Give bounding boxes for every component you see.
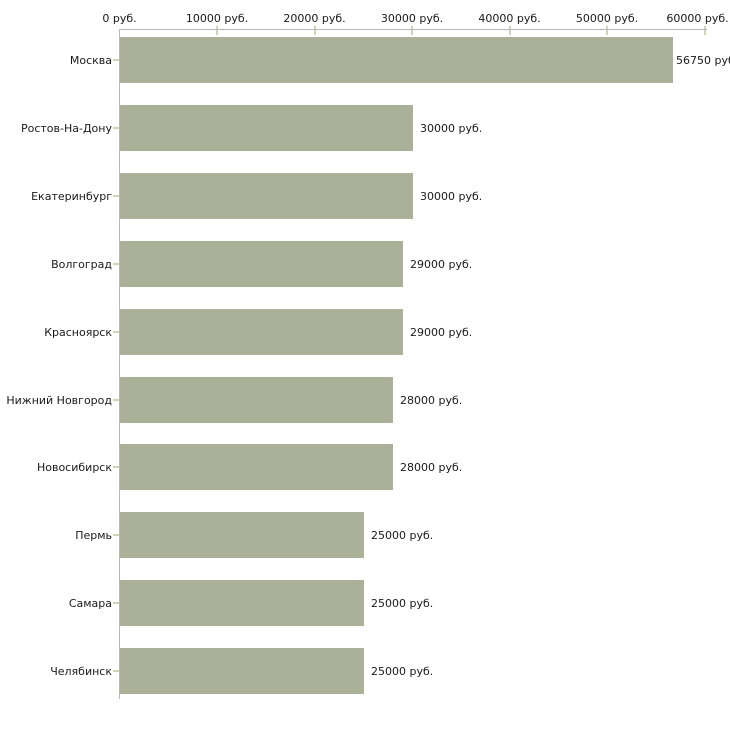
y-axis-line [119,29,120,699]
x-axis-tick-label: 50000 руб. [575,12,639,25]
category-tick [113,127,119,129]
bar [120,241,403,287]
category-tick [113,195,119,197]
x-axis-tick-label: 60000 руб. [666,12,729,25]
category-tick [113,59,119,61]
category-tick [113,670,119,672]
category-label: Самара [68,596,112,610]
x-axis-tick [216,26,218,35]
x-axis-tick [703,26,706,35]
bar [120,173,413,219]
category-label: Челябинск [50,664,112,678]
category-tick [113,602,119,604]
category-label: Пермь [75,528,112,542]
x-axis-tick [606,26,608,35]
x-axis-tick-label: 10000 руб. [185,12,249,25]
x-axis-tick [508,26,511,35]
category-label: Нижний Новгород [6,393,112,407]
category-label: Волгоград [51,257,112,271]
value-label: 25000 руб. [371,596,434,610]
x-axis-tick [411,26,413,35]
value-label: 30000 руб. [420,189,483,203]
bar [120,309,403,355]
category-label: Екатеринбург [31,189,112,203]
category-tick [113,263,119,265]
bar [120,580,364,626]
category-tick [113,399,119,401]
bar [120,377,393,423]
category-tick [113,534,119,536]
x-axis-line [119,29,707,30]
value-label: 29000 руб. [410,325,473,339]
category-label: Красноярск [44,325,112,339]
bar [120,37,673,83]
category-label: Новосибирск [36,460,112,474]
x-axis-tick-label: 30000 руб. [380,12,444,25]
category-tick [113,466,119,468]
value-label: 29000 руб. [410,257,473,271]
value-label: 56750 руб [676,53,730,67]
value-label: 25000 руб. [371,528,434,542]
category-tick [113,331,119,333]
bar [120,648,364,694]
bar [120,512,364,558]
bar [120,444,393,490]
x-axis-tick-label: 20000 руб. [283,12,346,25]
category-label: Ростов-На-Дону [20,121,112,135]
value-label: 28000 руб. [400,393,463,407]
x-axis-tick-label: 0 руб. [102,12,137,25]
value-label: 25000 руб. [371,664,434,678]
category-label: Москва [69,53,112,67]
value-label: 28000 руб. [400,460,463,474]
x-axis-tick [313,26,316,35]
value-label: 30000 руб. [420,121,483,135]
bar [120,105,413,151]
x-axis-tick-label: 40000 руб. [478,12,541,25]
